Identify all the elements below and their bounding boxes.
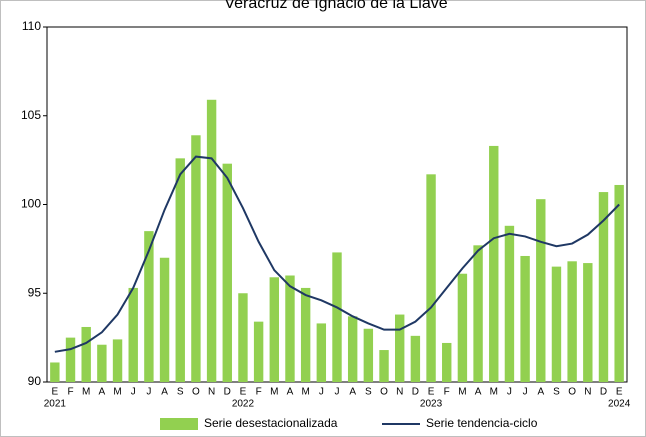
bar xyxy=(65,337,76,382)
bar xyxy=(285,275,295,382)
bar xyxy=(81,326,91,382)
bar xyxy=(614,184,624,382)
bar xyxy=(457,273,468,382)
x-tick-label: A xyxy=(99,387,106,398)
x-tick-label: M xyxy=(82,387,90,398)
bar xyxy=(551,266,562,382)
x-tick-label: N xyxy=(396,387,403,398)
x-tick-label: D xyxy=(600,387,607,398)
legend-label: Serie desestacionalizada xyxy=(204,416,338,430)
bar xyxy=(300,287,311,382)
bar xyxy=(50,362,60,382)
x-tick-label: A xyxy=(161,387,168,398)
x-tick-label: F xyxy=(256,387,262,398)
y-tick-label: 95 xyxy=(28,285,42,299)
x-tick-label: A xyxy=(349,387,356,398)
x-tick-label: O xyxy=(192,387,200,398)
bar xyxy=(363,328,374,382)
x-tick-label: J xyxy=(319,387,324,398)
bar xyxy=(410,335,421,382)
legend-label: Serie tendencia-ciclo xyxy=(426,416,538,430)
bar xyxy=(583,263,593,382)
x-year-label: 2022 xyxy=(232,399,255,410)
x-tick-label: S xyxy=(365,387,372,398)
bar xyxy=(238,293,248,382)
bar xyxy=(520,255,530,382)
x-tick-label: M xyxy=(490,387,498,398)
x-tick-label: D xyxy=(224,387,231,398)
x-year-label: 2021 xyxy=(44,399,67,410)
bar xyxy=(473,245,483,382)
x-tick-label: N xyxy=(208,387,215,398)
x-tick-label: A xyxy=(537,387,544,398)
x-tick-label: O xyxy=(380,387,388,398)
bar xyxy=(112,339,123,382)
bar xyxy=(504,225,515,382)
x-tick-label: J xyxy=(131,387,136,398)
bar xyxy=(442,342,452,382)
bar xyxy=(395,314,405,382)
bar xyxy=(128,287,138,382)
x-tick-label: S xyxy=(553,387,560,398)
bar xyxy=(191,135,201,382)
x-tick-label: A xyxy=(287,387,294,398)
bar xyxy=(253,321,264,382)
x-tick-label: E xyxy=(616,387,623,398)
bar xyxy=(347,316,358,382)
x-tick-label: J xyxy=(335,387,340,398)
bar xyxy=(222,163,232,382)
x-tick-label: M xyxy=(113,387,121,398)
bar xyxy=(536,199,546,382)
y-tick-label: 110 xyxy=(22,19,41,33)
x-tick-label: J xyxy=(146,387,151,398)
x-year-label: 2024 xyxy=(608,399,631,410)
bar xyxy=(379,350,389,382)
x-tick-label: O xyxy=(568,387,576,398)
x-tick-label: M xyxy=(458,387,466,398)
bar xyxy=(144,231,154,382)
bar xyxy=(332,252,342,382)
bar xyxy=(175,158,185,382)
x-tick-label: F xyxy=(67,387,73,398)
bar xyxy=(206,99,217,383)
y-tick-label: 105 xyxy=(21,108,41,122)
y-tick-label: 100 xyxy=(21,197,41,211)
x-tick-label: E xyxy=(240,387,247,398)
x-tick-label: E xyxy=(428,387,435,398)
bar xyxy=(426,174,436,382)
bar xyxy=(316,323,327,382)
bar xyxy=(159,257,170,382)
bar xyxy=(97,344,107,382)
x-tick-label: M xyxy=(301,387,309,398)
x-tick-label: F xyxy=(444,387,450,398)
chart-title: Veracruz de Ignacio de la Llave xyxy=(224,0,447,12)
x-year-label: 2023 xyxy=(420,399,443,410)
legend-swatch xyxy=(160,418,198,430)
bar xyxy=(567,261,577,382)
x-tick-label: S xyxy=(177,387,184,398)
x-tick-label: J xyxy=(507,387,512,398)
bar xyxy=(269,277,279,382)
x-tick-label: D xyxy=(412,387,419,398)
trend-line xyxy=(54,155,620,353)
x-tick-label: N xyxy=(584,387,591,398)
x-tick-label: M xyxy=(270,387,278,398)
x-tick-label: J xyxy=(523,387,528,398)
x-tick-label: A xyxy=(475,387,482,398)
bar xyxy=(598,192,609,382)
x-tick-label: E xyxy=(52,387,59,398)
y-tick-label: 90 xyxy=(28,374,42,388)
bar xyxy=(489,145,499,382)
